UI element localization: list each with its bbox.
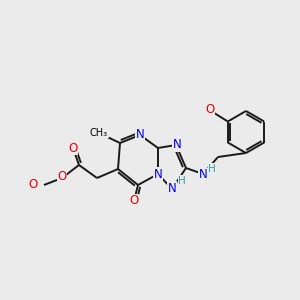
Text: H: H <box>208 164 216 174</box>
Text: H: H <box>178 176 186 186</box>
Text: N: N <box>172 139 182 152</box>
Text: O: O <box>57 170 67 184</box>
Text: O: O <box>205 103 214 116</box>
Text: O: O <box>29 178 38 191</box>
Text: CH₃: CH₃ <box>90 128 108 138</box>
Text: O: O <box>68 142 78 154</box>
Text: N: N <box>199 169 207 182</box>
Text: N: N <box>136 128 144 142</box>
Text: N: N <box>154 167 162 181</box>
Text: O: O <box>129 194 139 208</box>
Text: N: N <box>168 182 176 194</box>
